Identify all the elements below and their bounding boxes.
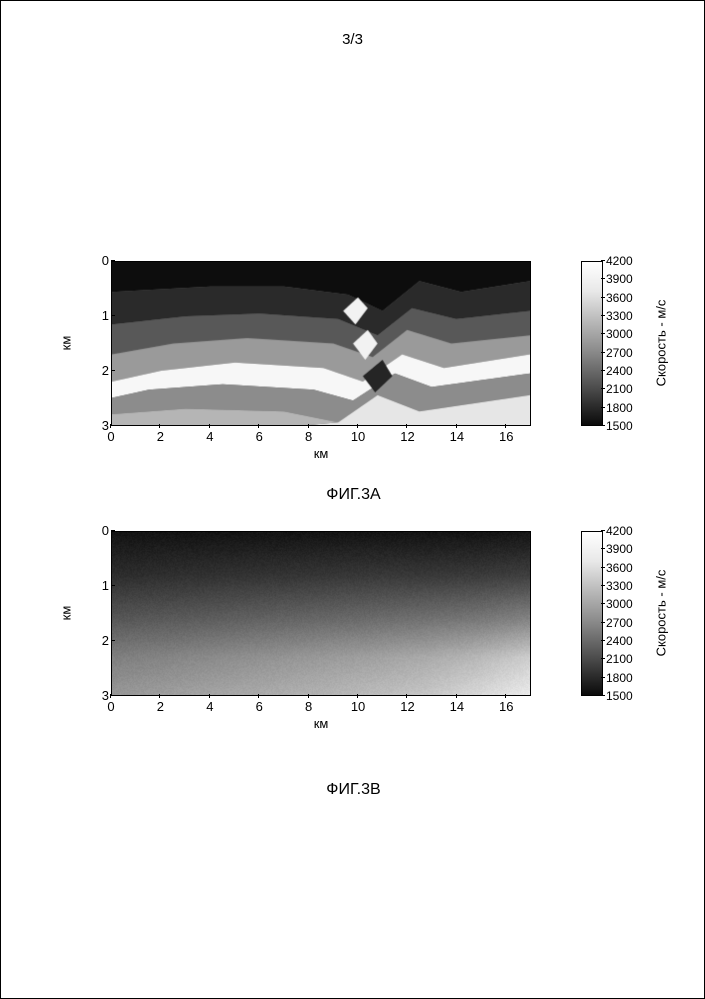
- colorbar-tick: 2100: [606, 382, 633, 396]
- x-tick: 4: [198, 699, 222, 714]
- colorbar-tick: 1500: [606, 689, 633, 703]
- y-tick: 1: [91, 308, 109, 323]
- x-tick: 0: [99, 429, 123, 444]
- colorbar-tick: 4200: [606, 524, 633, 538]
- colorbar-tick: 3900: [606, 272, 633, 286]
- colorbar-tick: 3300: [606, 579, 633, 593]
- x-tick: 14: [445, 429, 469, 444]
- x-tick: 0: [99, 699, 123, 714]
- fig-b-plot: [111, 531, 531, 696]
- fig-a-colorbar: [581, 261, 603, 426]
- colorbar-tick: 2400: [606, 364, 633, 378]
- colorbar-tick: 3300: [606, 309, 633, 323]
- x-tick: 12: [395, 429, 419, 444]
- fig-b-heatmap-canvas: [112, 532, 530, 695]
- fig-a-heatmap-canvas: [112, 262, 530, 425]
- fig-b-y-axis-label: км: [59, 606, 74, 621]
- x-tick: 8: [297, 429, 321, 444]
- x-tick: 10: [346, 429, 370, 444]
- colorbar-tick: 2100: [606, 652, 633, 666]
- fig-b-colorbar: [581, 531, 603, 696]
- colorbar-tick: 3000: [606, 327, 633, 341]
- x-tick: 2: [148, 699, 172, 714]
- colorbar-tick: 2400: [606, 634, 633, 648]
- colorbar-tick: 3000: [606, 597, 633, 611]
- x-tick: 16: [494, 699, 518, 714]
- colorbar-tick: 2700: [606, 616, 633, 630]
- colorbar-tick: 2700: [606, 346, 633, 360]
- x-tick: 8: [297, 699, 321, 714]
- colorbar-tick: 1500: [606, 419, 633, 433]
- x-tick: 14: [445, 699, 469, 714]
- x-tick: 4: [198, 429, 222, 444]
- y-tick: 2: [91, 363, 109, 378]
- page: 3/3 км 0123 0246810121416 км 42003900360…: [0, 0, 705, 999]
- fig-a-plot: [111, 261, 531, 426]
- fig-b-colorbar-label: Скорость - м/с: [654, 570, 669, 657]
- y-tick: 2: [91, 633, 109, 648]
- colorbar-tick: 3600: [606, 291, 633, 305]
- fig-a-x-axis-label: км: [111, 446, 531, 461]
- y-tick: 0: [91, 253, 109, 268]
- y-tick: 0: [91, 523, 109, 538]
- colorbar-tick: 4200: [606, 254, 633, 268]
- fig-a-y-axis-label: км: [59, 336, 74, 351]
- colorbar-tick: 1800: [606, 401, 633, 415]
- colorbar-tick: 1800: [606, 671, 633, 685]
- x-tick: 6: [247, 429, 271, 444]
- x-tick: 10: [346, 699, 370, 714]
- x-tick: 2: [148, 429, 172, 444]
- page-number: 3/3: [1, 31, 704, 48]
- fig-a-colorbar-label: Скорость - м/с: [654, 300, 669, 387]
- fig-b-caption: ФИГ.3В: [1, 781, 705, 799]
- colorbar-tick: 3600: [606, 561, 633, 575]
- y-tick: 1: [91, 578, 109, 593]
- fig-a-caption: ФИГ.3А: [1, 486, 705, 504]
- colorbar-tick: 3900: [606, 542, 633, 556]
- x-tick: 6: [247, 699, 271, 714]
- fig-b-x-axis-label: км: [111, 716, 531, 731]
- x-tick: 16: [494, 429, 518, 444]
- x-tick: 12: [395, 699, 419, 714]
